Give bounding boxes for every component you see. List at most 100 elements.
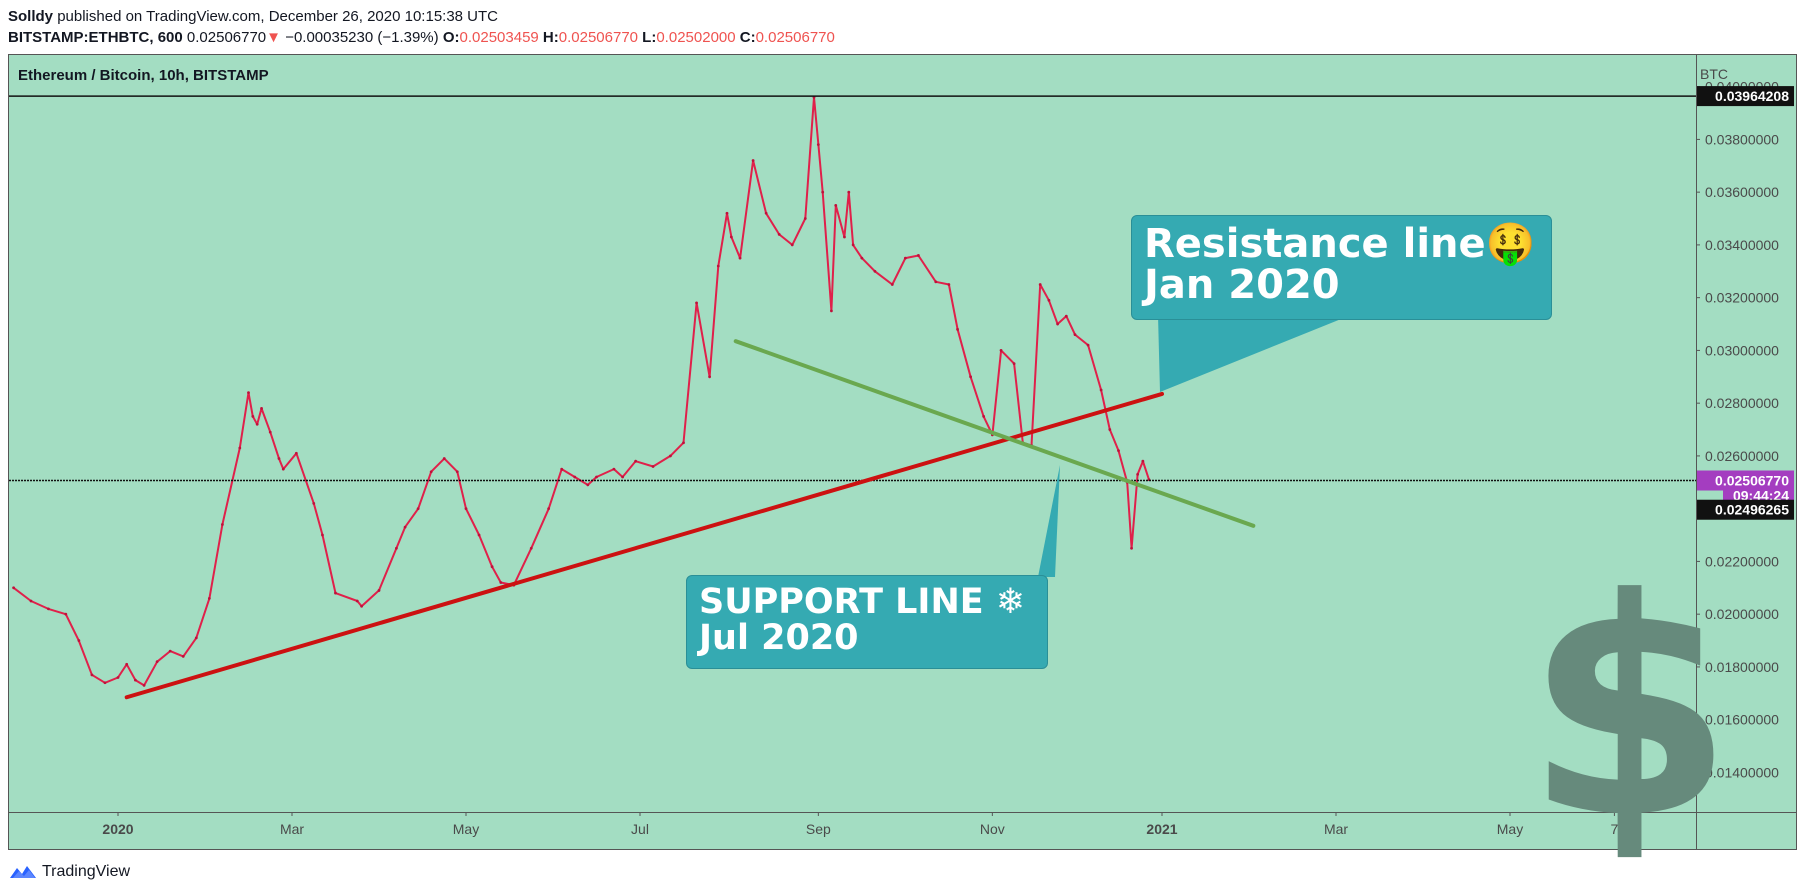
- price-point: [134, 678, 137, 682]
- symbol-info: BITSTAMP:ETHBTC, 600 0.02506770▼ −0.0003…: [8, 29, 835, 46]
- price-point: [725, 211, 729, 215]
- price-point: [360, 604, 363, 608]
- callout-pointers: [1038, 315, 1351, 577]
- price-point: [221, 523, 224, 526]
- price-point: [1038, 283, 1042, 286]
- price-point: [47, 607, 50, 611]
- y-tick-label: 0.03000000: [1705, 342, 1779, 358]
- price-point: [464, 507, 468, 511]
- price-point: [560, 467, 564, 471]
- support-callout[interactable]: SUPPORT LINE ❄ Jul 2020: [686, 575, 1048, 669]
- x-tick-label: Nov: [980, 821, 1005, 837]
- y-tick-label: 0.02200000: [1705, 553, 1779, 569]
- x-tick-label: Jul: [631, 821, 649, 837]
- price-point: [64, 612, 68, 616]
- price-point: [956, 327, 959, 331]
- price-point: [1086, 343, 1090, 347]
- horizontal-lines: [9, 95, 1696, 482]
- price-point: [455, 470, 459, 474]
- price-point: [29, 599, 33, 603]
- price-point: [490, 565, 494, 569]
- x-tick-label: 2021: [1146, 821, 1177, 837]
- price-point: [247, 391, 250, 395]
- low-label: L:: [642, 29, 657, 46]
- price-point: [429, 470, 433, 474]
- time-axis-background: [9, 813, 1796, 849]
- price-axis-background: [1697, 55, 1796, 812]
- price-point: [830, 309, 833, 313]
- price-point: [260, 407, 263, 410]
- price-point: [851, 243, 855, 247]
- price-point: [821, 190, 825, 194]
- y-tick-label: 0.02800000: [1705, 395, 1779, 411]
- y-tick-label: 0.03200000: [1705, 290, 1779, 306]
- price-point: [251, 414, 255, 418]
- price-point: [312, 501, 316, 505]
- price-point: [1108, 428, 1112, 431]
- price-point: [751, 159, 755, 162]
- price-point: [416, 507, 420, 511]
- price-point: [790, 243, 794, 247]
- resistance-line: [124, 391, 1164, 700]
- price-point: [403, 525, 407, 529]
- price-point: [917, 254, 920, 257]
- y-tick-label: 0.02600000: [1705, 448, 1779, 464]
- price-change: −0.00035230 (−1.39%): [285, 29, 439, 46]
- price-point: [1117, 449, 1120, 453]
- open-value: 0.02503459: [459, 29, 539, 46]
- y-tick-label: 0.03800000: [1705, 131, 1779, 147]
- price-point: [103, 681, 107, 685]
- x-tick-label: 7: [1611, 821, 1619, 837]
- high-label: H:: [542, 29, 559, 46]
- price-point: [12, 586, 16, 590]
- price-point: [903, 256, 907, 260]
- support-callout-line2: Jul 2020: [699, 618, 859, 659]
- close-value: 0.02506770: [755, 29, 835, 46]
- price-point: [716, 264, 720, 268]
- price-point: [294, 451, 298, 455]
- price-point: [1136, 472, 1140, 476]
- price-point: [947, 283, 951, 286]
- open-label: O:: [442, 29, 460, 46]
- last-price: 0.02506770: [186, 29, 267, 46]
- low-value: 0.02502000: [656, 29, 736, 46]
- tradingview-footer[interactable]: TradingView: [8, 862, 130, 882]
- price-point: [873, 269, 877, 273]
- price-point: [547, 507, 551, 511]
- resistance-callout-pointer: [1158, 315, 1351, 392]
- price-point: [651, 465, 655, 468]
- price-point: [529, 546, 533, 550]
- price-series: [12, 95, 1151, 687]
- price-point: [847, 190, 851, 194]
- support-line: [733, 339, 1256, 528]
- publish-text: published on TradingView.com, December 2…: [57, 8, 499, 25]
- price-point: [116, 676, 120, 679]
- price-point: [860, 256, 864, 260]
- price-point: [1141, 459, 1145, 463]
- resistance-callout[interactable]: Resistance line🤑 Jan 2020: [1131, 215, 1552, 320]
- publish-info: Solldy published on TradingView.com, Dec…: [8, 8, 498, 25]
- price-point: [499, 581, 503, 584]
- price-tag-low: [1697, 499, 1794, 520]
- price-point: [982, 414, 986, 418]
- tradingview-logo-icon: [10, 866, 36, 878]
- support-callout-pointer: [1038, 465, 1060, 577]
- price-point: [890, 283, 894, 286]
- price-point: [334, 591, 337, 595]
- price-tag-label: 0.02506770: [1715, 473, 1789, 489]
- dollar-sign-icon: $: [1525, 535, 1734, 884]
- price-point: [586, 483, 590, 487]
- y-tick-label: 0.03400000: [1705, 237, 1779, 253]
- trend-lines: [124, 339, 1256, 700]
- price-point: [634, 459, 638, 463]
- support-callout-line1: SUPPORT LINE ❄: [699, 582, 1026, 622]
- price-point: [621, 475, 624, 479]
- time-axis-ticks: 2020 Mar May Jul Sep Nov 2021 Mar May 7: [102, 812, 1619, 837]
- change-arrow-icon: ▼: [266, 29, 282, 46]
- chart-frame: [8, 54, 1797, 850]
- publisher-name[interactable]: Solldy: [8, 8, 54, 25]
- x-tick-label: 2020: [102, 821, 133, 837]
- price-point: [612, 467, 616, 471]
